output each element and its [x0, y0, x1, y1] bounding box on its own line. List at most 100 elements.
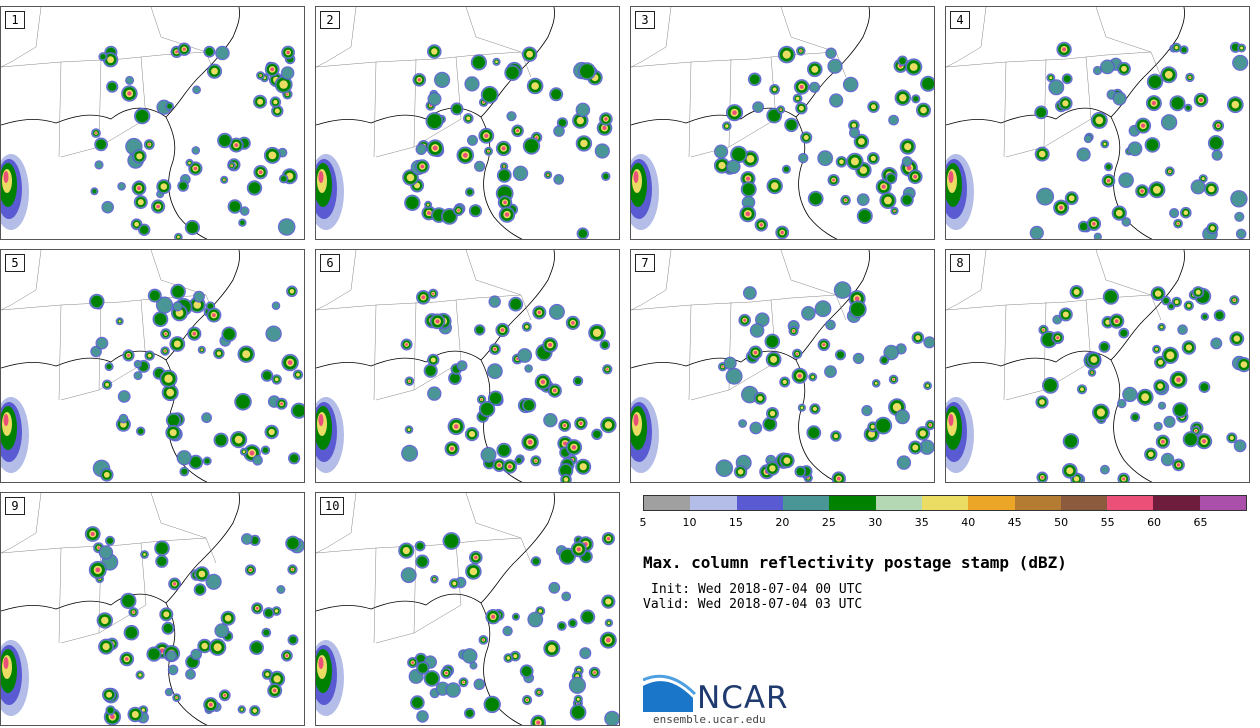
reflectivity-cell — [537, 310, 541, 315]
reflectivity-cell — [282, 67, 294, 79]
reflectivity-cell — [175, 50, 179, 54]
reflectivity-cell — [1159, 402, 1165, 409]
reflectivity-cell — [1085, 135, 1092, 142]
reflectivity-cell — [815, 301, 831, 316]
reflectivity-cell — [91, 346, 101, 357]
reflectivity-cell — [193, 86, 200, 94]
colorbar-tick-label: 40 — [961, 516, 976, 529]
reflectivity-cell — [286, 50, 290, 55]
reflectivity-cell — [913, 174, 918, 179]
reflectivity-cell — [549, 583, 559, 593]
reflectivity-cell — [825, 366, 836, 377]
reflectivity-cell — [839, 159, 844, 165]
reflectivity-cell — [743, 318, 747, 322]
reflectivity-cell — [147, 353, 152, 358]
reflectivity-cell — [1162, 115, 1177, 130]
reflectivity-cell — [1155, 347, 1159, 351]
reflectivity-cell — [548, 342, 553, 347]
reflectivity-cell — [219, 134, 231, 147]
colorbar-tick-label: 10 — [682, 516, 697, 529]
reflectivity-cell — [1233, 55, 1248, 70]
reflectivity-cell — [1178, 325, 1187, 334]
member-map — [316, 7, 613, 239]
reflectivity-cell — [223, 693, 227, 697]
colorbar-tick-label: 55 — [1100, 516, 1115, 529]
colorbar-tick-label: 15 — [728, 516, 743, 529]
reflectivity-cell — [411, 661, 414, 664]
reflectivity-cell — [607, 621, 611, 625]
reflectivity-cell — [523, 400, 535, 411]
member-panel-8: 8 — [945, 249, 1250, 483]
reflectivity-cell — [593, 430, 601, 438]
reflectivity-cell — [783, 457, 791, 464]
reflectivity-cell — [251, 536, 259, 544]
reflectivity-cell — [506, 656, 510, 660]
reflectivity-cell — [474, 555, 478, 560]
colorbar-tick-label: 45 — [1007, 516, 1022, 529]
reflectivity-colorbar — [643, 495, 1247, 511]
reflectivity-cell — [257, 98, 264, 105]
reflectivity-cell — [90, 531, 95, 537]
reflectivity-cell — [417, 556, 428, 567]
reflectivity-cell — [1123, 387, 1137, 401]
reflectivity-cell — [179, 182, 187, 190]
reflectivity-cell — [560, 464, 572, 477]
ensemble-site-link[interactable]: ensemble.ucar.edu — [653, 713, 766, 726]
reflectivity-cell — [756, 313, 769, 326]
reflectivity-cell — [592, 328, 602, 337]
reflectivity-cell — [416, 654, 426, 664]
reflectivity-cell — [143, 553, 146, 556]
reflectivity-cell — [602, 126, 607, 130]
reflectivity-cell — [826, 320, 835, 329]
reflectivity-cell — [757, 395, 763, 401]
reflectivity-cell — [95, 161, 103, 169]
member-map — [316, 493, 619, 725]
reflectivity-cell — [416, 542, 424, 550]
member-map — [1, 250, 304, 482]
member-panel-5: 5 — [0, 249, 305, 483]
reflectivity-cell — [182, 47, 186, 51]
member-panel-1: 1 — [0, 6, 305, 240]
reflectivity-cell — [507, 464, 512, 469]
member-number: 1 — [5, 11, 25, 29]
reflectivity-cell — [513, 614, 518, 619]
reflectivity-cell — [157, 556, 167, 566]
reflectivity-cell — [818, 151, 832, 165]
reflectivity-cell — [527, 439, 533, 445]
reflectivity-cell — [92, 189, 97, 194]
reflectivity-cell — [141, 708, 145, 712]
reflectivity-cell — [289, 289, 295, 294]
reflectivity-cell — [240, 220, 245, 225]
reflectivity-cell — [452, 104, 462, 114]
reflectivity-cell — [186, 670, 195, 679]
reflectivity-cluster — [948, 414, 954, 426]
reflectivity-cell — [99, 546, 112, 559]
reflectivity-cell — [881, 357, 888, 364]
reflectivity-cell — [173, 302, 182, 311]
reflectivity-cell — [482, 101, 485, 104]
reflectivity-cell — [480, 398, 483, 401]
reflectivity-cell — [833, 433, 839, 439]
reflectivity-cell — [190, 456, 202, 468]
reflectivity-cell — [149, 290, 160, 301]
reflectivity-cell — [1062, 100, 1069, 107]
reflectivity-cell — [850, 128, 859, 137]
reflectivity-cell — [134, 361, 141, 368]
reflectivity-cell — [274, 377, 279, 382]
reflectivity-cell — [289, 636, 297, 644]
reflectivity-cell — [202, 413, 211, 422]
reflectivity-cell — [503, 627, 512, 635]
reflectivity-cell — [837, 476, 841, 481]
reflectivity-cell — [428, 93, 441, 105]
reflectivity-cell — [579, 463, 587, 471]
reflectivity-cell — [435, 319, 440, 324]
reflectivity-cell — [716, 460, 732, 476]
reflectivity-cell — [125, 657, 129, 661]
reflectivity-cell — [1100, 343, 1109, 351]
reflectivity-cell — [268, 151, 277, 160]
plot-title: Max. column reflectivity postage stamp (… — [643, 553, 1067, 572]
reflectivity-cell — [742, 196, 755, 208]
reflectivity-cell — [1234, 440, 1246, 451]
reflectivity-cell — [119, 391, 130, 402]
reflectivity-cell — [1166, 351, 1175, 360]
